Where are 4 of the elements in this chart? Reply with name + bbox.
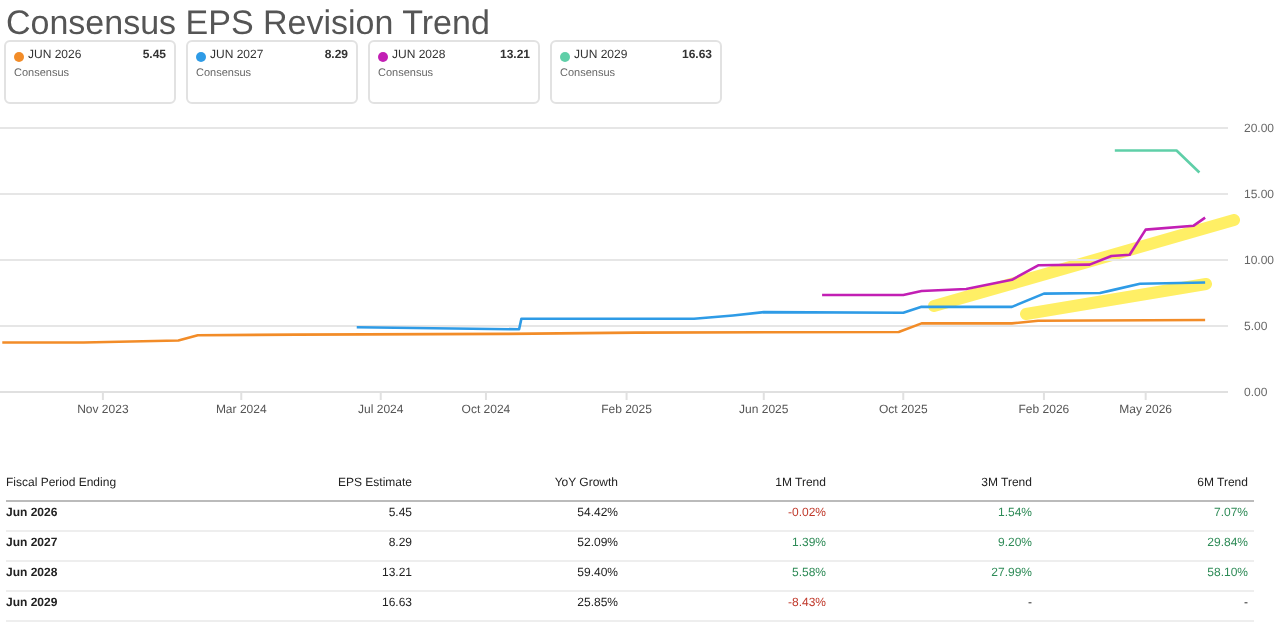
line-series <box>820 216 1207 297</box>
line-series <box>355 281 1207 331</box>
line-series <box>0 318 1207 344</box>
chart-title: Consensus EPS Revision Trend <box>6 4 490 44</box>
